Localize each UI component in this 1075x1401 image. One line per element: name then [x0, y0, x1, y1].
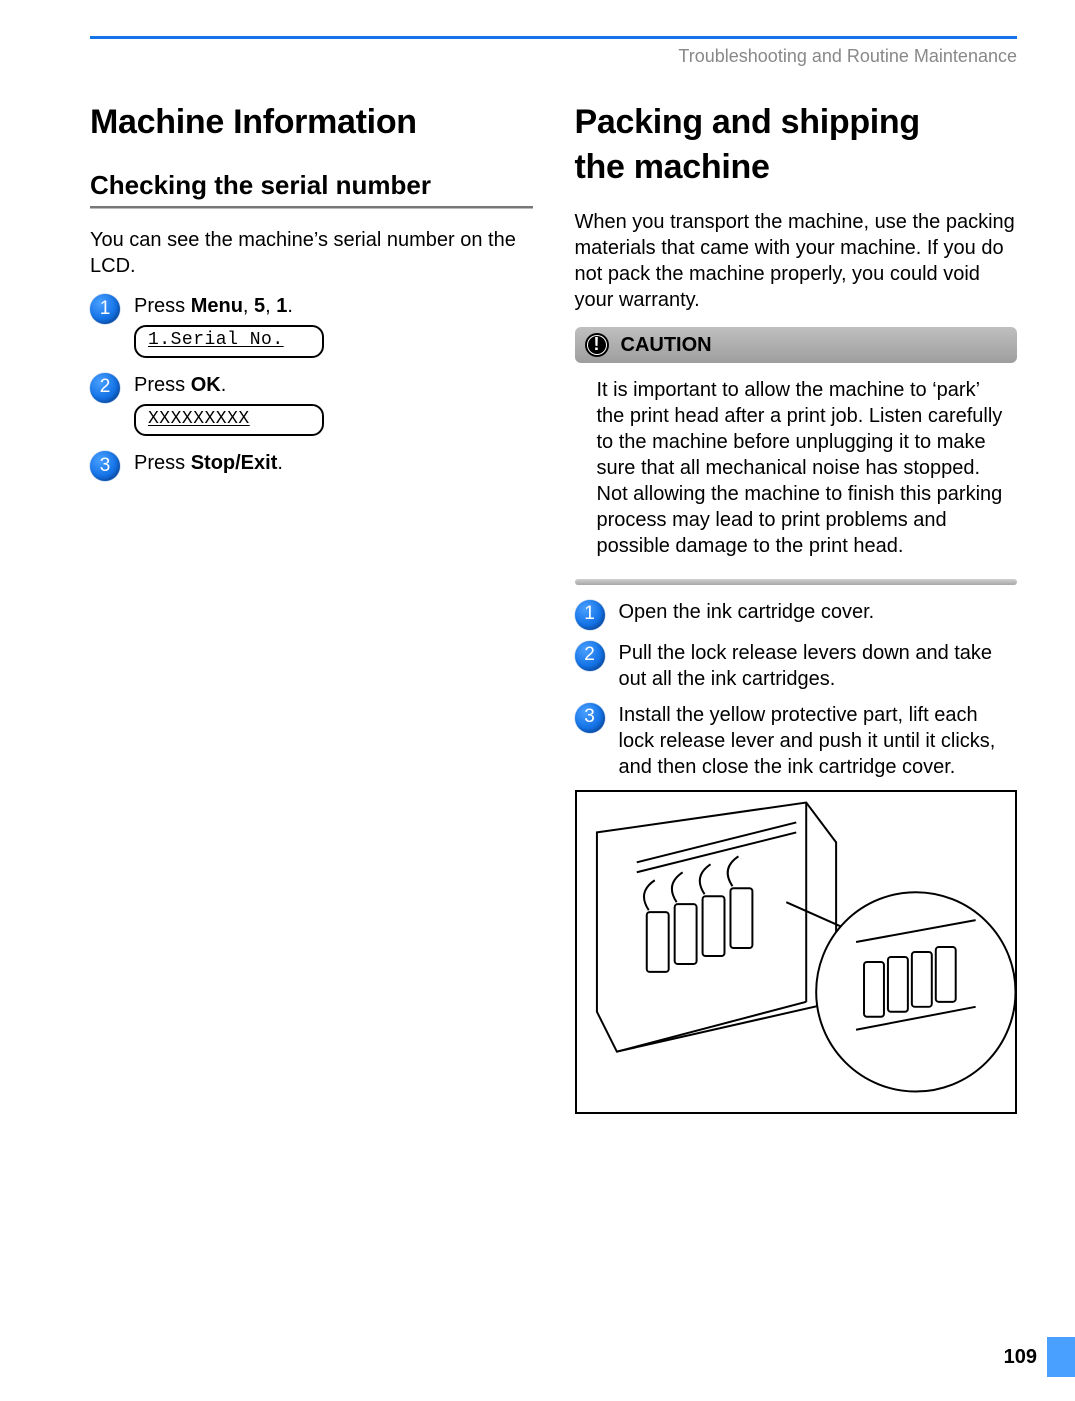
step-text: Press Stop/Exit.: [134, 452, 283, 474]
page-footer: 109: [1004, 1337, 1075, 1377]
right-column: Packing and shipping the machine When yo…: [575, 86, 1018, 1113]
running-head: Troubleshooting and Routine Maintenance: [90, 45, 1017, 68]
page: Troubleshooting and Routine Maintenance …: [0, 0, 1075, 1401]
right-steps: 1 Open the ink cartridge cover. 2 Pull t…: [575, 599, 1018, 780]
caution-body: It is important to allow the machine to …: [575, 363, 1018, 565]
caution-header: ! CAUTION: [575, 327, 1018, 363]
illustration: [575, 790, 1018, 1114]
step-text: Install the yellow protective part, lift…: [619, 702, 1018, 780]
step-text: Press OK.: [134, 374, 226, 396]
step-number-badge: 1: [575, 600, 605, 630]
intro-text: You can see the machine’s serial number …: [90, 227, 533, 279]
caution-label: CAUTION: [621, 332, 712, 358]
step-text: Open the ink cartridge cover.: [619, 599, 1018, 625]
step-item: 1 Press Menu, 5, 1. 1.Serial No.: [90, 293, 533, 361]
two-columns: Machine Information Checking the serial …: [90, 86, 1017, 1113]
left-steps: 1 Press Menu, 5, 1. 1.Serial No. 2 Press…: [90, 293, 533, 481]
step-number-badge: 2: [90, 373, 120, 403]
printer-illustration-svg: [577, 792, 1016, 1112]
subsection-title: Checking the serial number: [90, 169, 533, 203]
top-rule: [90, 36, 1017, 39]
section-title: Machine Information: [90, 100, 533, 144]
step-text: Press Menu, 5, 1.: [134, 295, 293, 317]
step-item: 3 Press Stop/Exit.: [90, 450, 533, 481]
section-title: Packing and shipping the machine: [575, 100, 1018, 188]
lcd-display: XXXXXXXXX: [134, 404, 324, 436]
page-number: 109: [1004, 1344, 1037, 1370]
lcd-display: 1.Serial No.: [134, 325, 324, 357]
caution-box: ! CAUTION It is important to allow the m…: [575, 327, 1018, 585]
step-number-badge: 3: [90, 451, 120, 481]
step-number-badge: 3: [575, 703, 605, 733]
h2-rule: [90, 206, 533, 209]
caution-icon: !: [585, 333, 609, 357]
step-body: Press OK. XXXXXXXXX: [134, 372, 533, 440]
step-item: 1 Open the ink cartridge cover.: [575, 599, 1018, 630]
step-text: Pull the lock release levers down and ta…: [619, 640, 1018, 692]
step-item: 2 Press OK. XXXXXXXXX: [90, 372, 533, 440]
step-item: 2 Pull the lock release levers down and …: [575, 640, 1018, 692]
thumb-tab: [1047, 1337, 1075, 1377]
step-body: Press Menu, 5, 1. 1.Serial No.: [134, 293, 533, 361]
intro-text: When you transport the machine, use the …: [575, 209, 1018, 313]
left-column: Machine Information Checking the serial …: [90, 86, 533, 1113]
step-body: Press Stop/Exit.: [134, 450, 533, 476]
step-number-badge: 2: [575, 641, 605, 671]
step-number-badge: 1: [90, 294, 120, 324]
step-item: 3 Install the yellow protective part, li…: [575, 702, 1018, 780]
caution-separator: [575, 579, 1018, 585]
